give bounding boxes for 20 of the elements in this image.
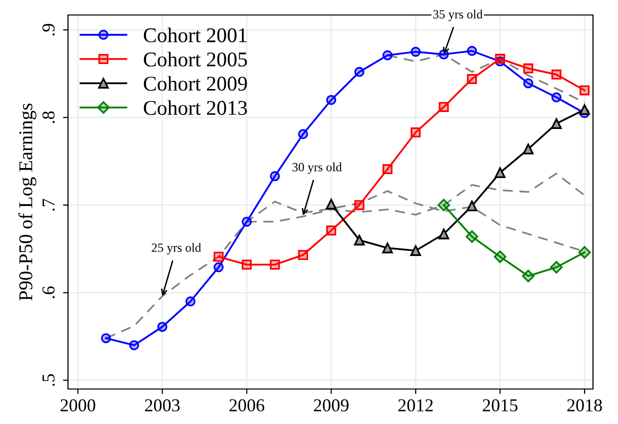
legend-label: Cohort 2013 — [144, 100, 247, 115]
y-tick-label: .6 — [42, 286, 55, 298]
annotation: 25 yrs old — [152, 243, 202, 254]
x-tick-label: 2015 — [482, 399, 518, 412]
y-tick-label: .8 — [42, 111, 55, 124]
y-tick-label: .5 — [42, 374, 55, 386]
y-tick-label: .9 — [42, 24, 55, 36]
x-tick-label: 2009 — [314, 399, 349, 412]
y-axis-title: P90-P50 of Log Earnings — [18, 104, 36, 301]
legend-label: Cohort 2005 — [144, 52, 247, 67]
x-tick-label: 2000 — [60, 399, 96, 412]
annotation: 30 yrs old — [292, 162, 342, 174]
x-tick-label: 2006 — [229, 399, 264, 412]
x-tick-label: 2003 — [145, 399, 180, 412]
annotation: 35 yrs old — [433, 10, 483, 22]
x-tick-label: 2012 — [398, 399, 433, 412]
legend-label: Cohort 2001 — [144, 28, 246, 42]
x-tick-label: 2018 — [567, 399, 602, 412]
legend-label: Cohort 2009 — [144, 76, 247, 91]
y-tick-label: .7 — [42, 198, 55, 211]
